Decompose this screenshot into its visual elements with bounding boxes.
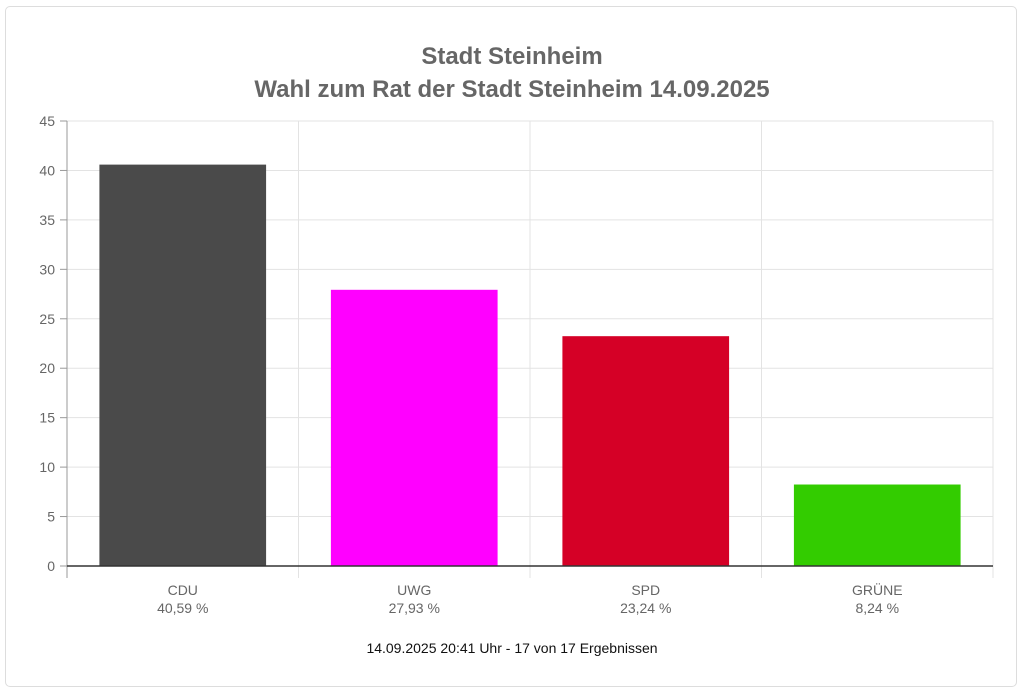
y-tick-label: 0 <box>47 558 55 574</box>
chart-title: Stadt Steinheim <box>421 43 603 70</box>
results-footer: 14.09.2025 20:41 Uhr - 17 von 17 Ergebni… <box>366 640 658 656</box>
x-tick-label: UWG <box>397 582 431 598</box>
value-label: 40,59 % <box>157 600 208 616</box>
y-tick-label: 5 <box>47 509 55 525</box>
bar-grüne <box>793 484 961 566</box>
y-tick-label: 30 <box>39 261 55 277</box>
y-tick-label: 10 <box>39 459 55 475</box>
y-tick-label: 45 <box>39 113 55 129</box>
y-tick-label: 35 <box>39 212 55 228</box>
bar-cdu <box>99 164 267 567</box>
x-tick-label: CDU <box>168 582 198 598</box>
y-tick-label: 20 <box>39 360 55 376</box>
y-tick-label: 40 <box>39 162 55 178</box>
value-label: 8,24 % <box>855 600 899 616</box>
value-label: 23,24 % <box>620 600 671 616</box>
bar-spd <box>562 336 730 566</box>
bar-uwg <box>330 289 498 566</box>
y-tick-label: 15 <box>39 410 55 426</box>
x-tick-label: GRÜNE <box>852 581 903 598</box>
chart-card <box>5 6 1017 687</box>
chart-subtitle: Wahl zum Rat der Stadt Steinheim 14.09.2… <box>254 76 770 103</box>
y-tick-label: 25 <box>39 311 55 327</box>
x-tick-label: SPD <box>631 582 660 598</box>
value-label: 27,93 % <box>389 600 440 616</box>
